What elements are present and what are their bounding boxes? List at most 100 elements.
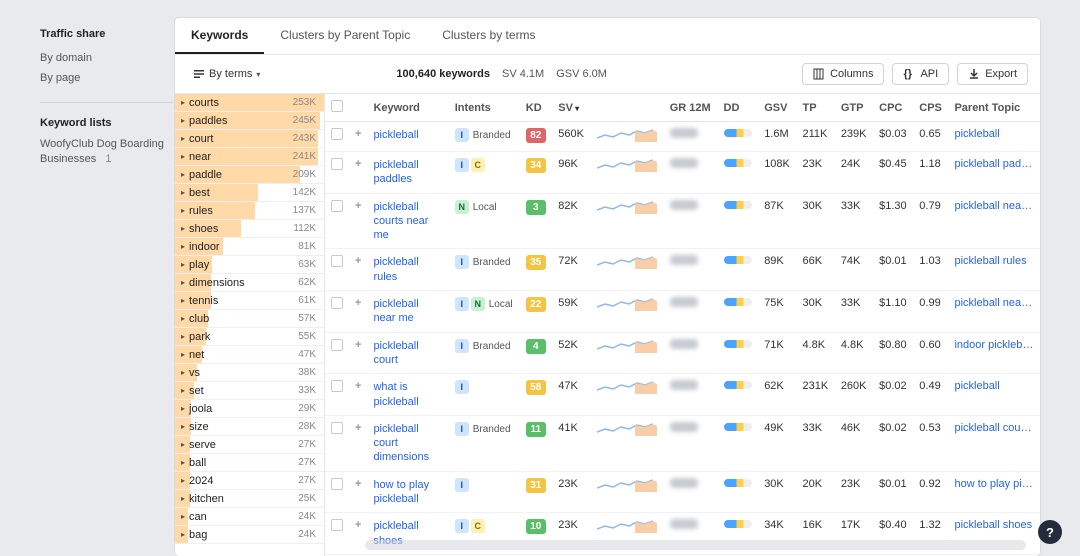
term-volume: 63K [298, 259, 316, 270]
tab-2[interactable]: Clusters by terms [426, 18, 551, 54]
col-intents[interactable]: Intents [449, 94, 520, 122]
tab-1[interactable]: Clusters by Parent Topic [264, 18, 426, 54]
term-row[interactable]: near241K [175, 148, 324, 166]
row-checkbox[interactable] [331, 297, 343, 309]
col-dd[interactable]: DD [718, 94, 759, 122]
add-icon[interactable]: + [355, 128, 361, 140]
term-row[interactable]: club57K [175, 310, 324, 328]
term-row[interactable]: shoes112K [175, 220, 324, 238]
term-row[interactable]: set33K [175, 382, 324, 400]
keyword-link[interactable]: pickleball [367, 122, 448, 152]
col-gtp[interactable]: GTP [835, 94, 873, 122]
add-icon[interactable]: + [355, 158, 361, 170]
row-checkbox[interactable] [331, 478, 343, 490]
term-row[interactable]: 202427K [175, 472, 324, 490]
row-checkbox[interactable] [331, 158, 343, 170]
keyword-list-item[interactable]: WoofyClub Dog Boarding Businesses 1 [40, 137, 175, 168]
add-icon[interactable]: + [355, 478, 361, 490]
braces-icon: {} [903, 68, 915, 80]
keyword-link[interactable]: pickleball near me [367, 291, 448, 333]
add-icon[interactable]: + [355, 297, 361, 309]
nav-by-domain[interactable]: By domain [40, 48, 175, 68]
term-row[interactable]: net47K [175, 346, 324, 364]
col-kd[interactable]: KD [520, 94, 553, 122]
parent-topic-link[interactable]: pickleball near me [948, 291, 1040, 333]
keyword-link[interactable]: pickleball court dimensions [367, 415, 448, 471]
term-row[interactable]: courts253K [175, 94, 324, 112]
term-label: play [181, 259, 209, 271]
row-checkbox[interactable] [331, 519, 343, 531]
parent-topic-link[interactable]: pickleball near me [948, 193, 1040, 249]
intents-cell: I [449, 374, 520, 416]
term-row[interactable]: tennis61K [175, 292, 324, 310]
term-row[interactable]: bag24K [175, 526, 324, 544]
col-parent[interactable]: Parent Topic [948, 94, 1040, 122]
term-row[interactable]: paddles245K [175, 112, 324, 130]
col-cpc[interactable]: CPC [873, 94, 913, 122]
col-tp[interactable]: TP [797, 94, 835, 122]
keyword-link[interactable]: pickleball paddles [367, 152, 448, 194]
row-checkbox[interactable] [331, 339, 343, 351]
gsv-cell: 87K [758, 193, 796, 249]
tp-cell: 23K [797, 152, 835, 194]
col-gr12m[interactable]: GR 12M [664, 94, 718, 122]
term-row[interactable]: park55K [175, 328, 324, 346]
term-volume: 25K [298, 493, 316, 504]
horizontal-scrollbar[interactable] [365, 540, 1026, 550]
col-keyword[interactable]: Keyword [367, 94, 448, 122]
col-gsv[interactable]: GSV [758, 94, 796, 122]
term-row[interactable]: indoor81K [175, 238, 324, 256]
keyword-link[interactable]: pickleball courts near me [367, 193, 448, 249]
keyword-link[interactable]: pickleball rules [367, 249, 448, 291]
term-row[interactable]: play 63K [175, 256, 324, 274]
add-icon[interactable]: + [355, 255, 361, 267]
term-row[interactable]: paddle209K [175, 166, 324, 184]
parent-topic-link[interactable]: pickleball [948, 374, 1040, 416]
trend-sparkline [591, 152, 664, 194]
row-checkbox[interactable] [331, 422, 343, 434]
term-row[interactable]: joola29K [175, 400, 324, 418]
keyword-link[interactable]: how to play pickleball [367, 471, 448, 513]
row-checkbox[interactable] [331, 380, 343, 392]
term-row[interactable]: court243K [175, 130, 324, 148]
kd-badge: 10 [526, 519, 546, 534]
term-row[interactable]: size28K [175, 418, 324, 436]
cps-cell: 0.60 [913, 332, 948, 374]
term-row[interactable]: ball27K [175, 454, 324, 472]
row-checkbox[interactable] [331, 128, 343, 140]
parent-topic-link[interactable]: pickleball [948, 122, 1040, 152]
parent-topic-link[interactable]: pickleball rules [948, 249, 1040, 291]
term-row[interactable]: rules137K [175, 202, 324, 220]
parent-topic-link[interactable]: indoor pickleball courts near me [948, 332, 1040, 374]
nav-by-page[interactable]: By page [40, 68, 175, 88]
parent-topic-link[interactable]: how to play pickleball [948, 471, 1040, 513]
filter-by-terms[interactable]: By terms ▾ [187, 64, 266, 84]
export-button[interactable]: Export [957, 63, 1028, 85]
parent-topic-link[interactable]: pickleball paddles [948, 152, 1040, 194]
parent-topic-link[interactable]: pickleball court size [948, 415, 1040, 471]
add-icon[interactable]: + [355, 519, 361, 531]
term-row[interactable]: best142K [175, 184, 324, 202]
term-row[interactable]: dimensions62K [175, 274, 324, 292]
add-icon[interactable]: + [355, 422, 361, 434]
col-cps[interactable]: CPS [913, 94, 948, 122]
term-row[interactable]: vs38K [175, 364, 324, 382]
keyword-link[interactable]: what is pickleball [367, 374, 448, 416]
tab-0[interactable]: Keywords [175, 18, 264, 54]
row-checkbox[interactable] [331, 255, 343, 267]
col-sv[interactable]: SV [552, 94, 590, 122]
term-row[interactable]: can24K [175, 508, 324, 526]
add-icon[interactable]: + [355, 200, 361, 212]
add-icon[interactable]: + [355, 380, 361, 392]
api-button[interactable]: {} API [892, 63, 949, 85]
term-row[interactable]: serve27K [175, 436, 324, 454]
select-all-checkbox[interactable] [331, 100, 343, 112]
help-button[interactable]: ? [1038, 520, 1062, 544]
term-row[interactable]: kitchen25K [175, 490, 324, 508]
columns-button[interactable]: Columns [802, 63, 884, 85]
row-checkbox[interactable] [331, 200, 343, 212]
keyword-link[interactable]: pickleball court [367, 332, 448, 374]
term-volume: 61K [298, 295, 316, 306]
gr12m-blurred [670, 339, 698, 349]
add-icon[interactable]: + [355, 339, 361, 351]
